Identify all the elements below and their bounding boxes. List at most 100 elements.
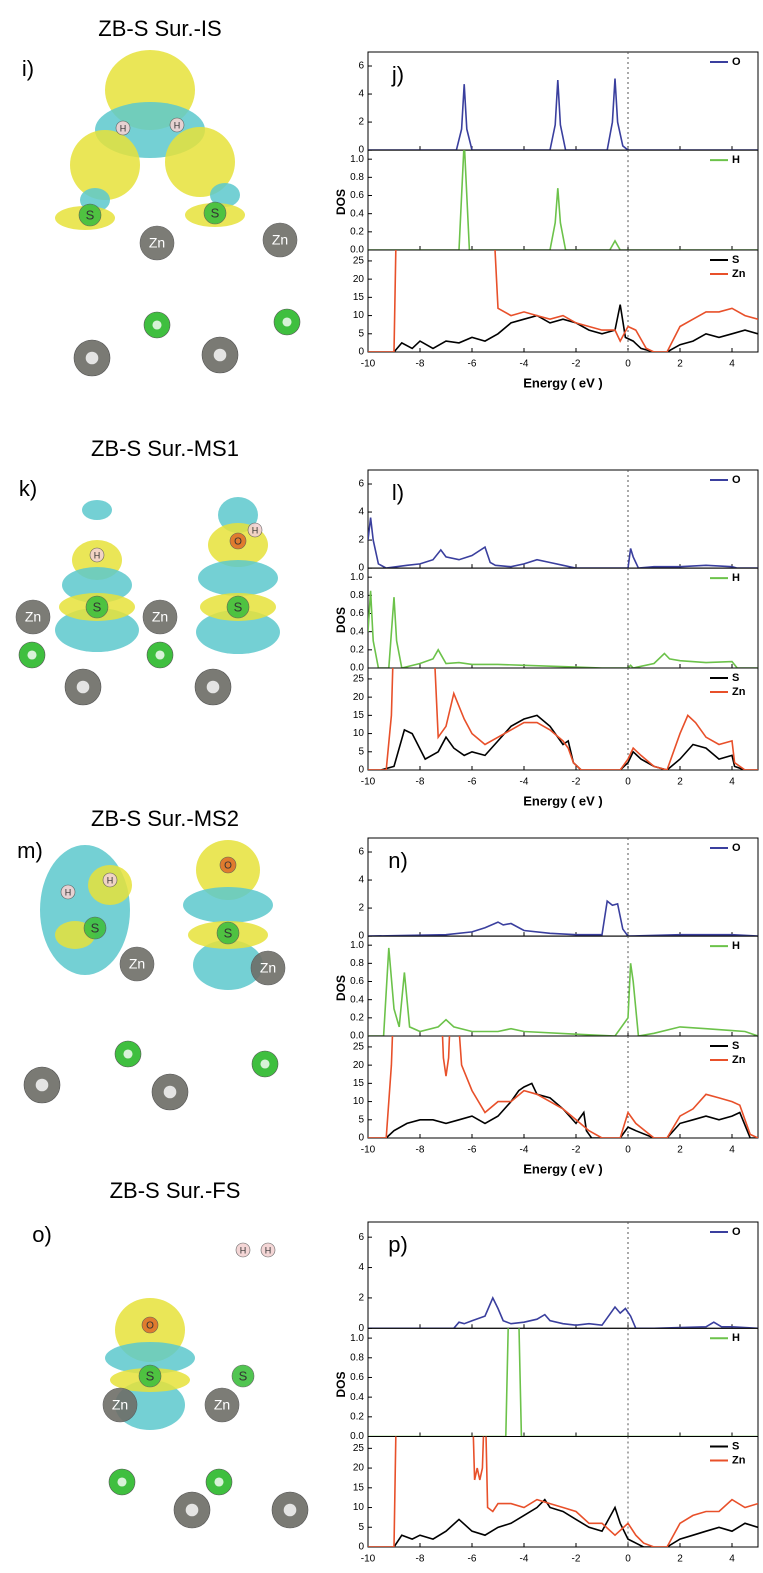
structure-label: i) — [22, 56, 34, 81]
y-axis-label: DOS — [334, 1371, 348, 1397]
x-axis-label: Energy ( eV ) — [523, 1161, 602, 1176]
x-axis-label: Energy ( eV ) — [523, 1570, 602, 1573]
y-tick-label: 0 — [358, 347, 364, 358]
x-tick-label: -2 — [572, 777, 581, 788]
y-axis-label: DOS — [334, 975, 348, 1001]
atom-label: S — [211, 205, 220, 220]
y-tick-label: 10 — [353, 310, 365, 321]
atom-label: S — [91, 920, 100, 935]
structure-label: m) — [17, 838, 43, 863]
dos-line — [368, 517, 758, 569]
y-tick-label: 0 — [358, 765, 364, 776]
y-tick-label: 25 — [353, 256, 365, 267]
plot-frame — [367, 1221, 759, 1329]
atom-label: S — [86, 207, 95, 222]
isosurface — [218, 497, 258, 533]
atom-label: Zn — [272, 232, 288, 248]
y-tick-label: 0.8 — [350, 590, 364, 601]
atom — [60, 884, 76, 900]
x-tick-label: 0 — [625, 1145, 631, 1156]
atom-label: H — [65, 887, 72, 897]
x-tick-label: -4 — [520, 777, 529, 788]
legend-label: H — [732, 572, 740, 584]
y-tick-label: 0.2 — [350, 1012, 364, 1023]
x-tick-label: -6 — [468, 1554, 477, 1565]
structure-title: ZB-S Sur.-FS — [110, 1178, 241, 1203]
atom — [216, 921, 240, 945]
gray-atom-shine — [283, 1503, 297, 1517]
atom-label: S — [224, 925, 233, 940]
atom-label: S — [93, 599, 102, 614]
legend-label: Zn — [732, 1454, 746, 1466]
y-tick-label: 1.0 — [350, 154, 364, 165]
atom — [226, 595, 250, 619]
structure-title: ZB-S Sur.-IS — [98, 16, 221, 41]
green-atom-shine — [152, 320, 162, 330]
green-atom-shine — [214, 1477, 224, 1487]
legend-label: Zn — [732, 268, 746, 280]
dos-line — [368, 947, 758, 1036]
y-tick-label: 10 — [353, 728, 365, 739]
x-tick-label: 0 — [625, 1554, 631, 1565]
x-tick-label: 4 — [729, 359, 735, 370]
y-tick-label: 1.0 — [350, 940, 364, 951]
isosurface — [40, 845, 130, 975]
green-atom-shine — [155, 650, 165, 660]
y-tick-label: 20 — [353, 692, 365, 703]
y-tick-label: 0.8 — [350, 172, 364, 183]
plot-frame — [367, 837, 759, 937]
dos-line — [368, 150, 758, 251]
x-tick-label: -4 — [520, 1145, 529, 1156]
gray-atom-shine — [163, 1085, 177, 1099]
x-tick-label: 2 — [677, 1554, 683, 1565]
y-tick-label: 4 — [358, 875, 364, 886]
panel-label: p) — [388, 1232, 408, 1257]
x-tick-label: -8 — [416, 1145, 425, 1156]
y-tick-label: 5 — [358, 1522, 364, 1533]
structure-label: o) — [32, 1222, 52, 1247]
atom-label: Zn — [214, 1397, 230, 1413]
y-tick-label: 25 — [353, 1443, 365, 1454]
atom — [142, 599, 178, 635]
atom-label: S — [146, 1368, 155, 1383]
y-tick-label: 0.4 — [350, 208, 364, 219]
y-tick-label: 0.4 — [350, 1392, 364, 1403]
dos-line — [368, 1082, 758, 1138]
isosurface — [82, 500, 112, 520]
structure-title: ZB-S Sur.-MS1 — [91, 436, 239, 461]
y-tick-label: 1.0 — [350, 1333, 364, 1344]
legend-label: S — [732, 1440, 739, 1452]
dos-line — [368, 668, 758, 770]
x-tick-label: -6 — [468, 359, 477, 370]
panel-label: j) — [391, 62, 404, 87]
dos-line — [368, 590, 758, 668]
x-tick-label: -8 — [416, 359, 425, 370]
y-tick-label: 15 — [353, 292, 365, 303]
y-tick-label: 15 — [353, 1482, 365, 1493]
green-atom-shine — [123, 1049, 133, 1059]
y-tick-label: 2 — [358, 535, 364, 546]
gray-atom-shine — [206, 680, 220, 694]
y-tick-label: 20 — [353, 1463, 365, 1474]
y-tick-label: 20 — [353, 274, 365, 285]
isosurface — [115, 1380, 185, 1430]
atom — [119, 946, 155, 982]
y-tick-label: 0.0 — [350, 245, 364, 256]
x-tick-label: -10 — [361, 1554, 376, 1565]
y-tick-label: 4 — [358, 89, 364, 100]
atom-label: Zn — [152, 609, 168, 625]
x-tick-label: 4 — [729, 1145, 735, 1156]
atom-label: H — [240, 1245, 247, 1255]
x-tick-label: -8 — [416, 1554, 425, 1565]
dos-line — [368, 899, 758, 937]
x-tick-label: -10 — [361, 777, 376, 788]
gray-atom-shine — [213, 348, 227, 362]
y-tick-label: 0.0 — [350, 1431, 364, 1442]
plot-frame — [367, 667, 759, 771]
y-tick-label: 20 — [353, 1060, 365, 1071]
y-tick-label: 2 — [358, 117, 364, 128]
y-tick-label: 0.8 — [350, 1352, 364, 1363]
y-tick-label: 15 — [353, 710, 365, 721]
atom — [250, 950, 286, 986]
